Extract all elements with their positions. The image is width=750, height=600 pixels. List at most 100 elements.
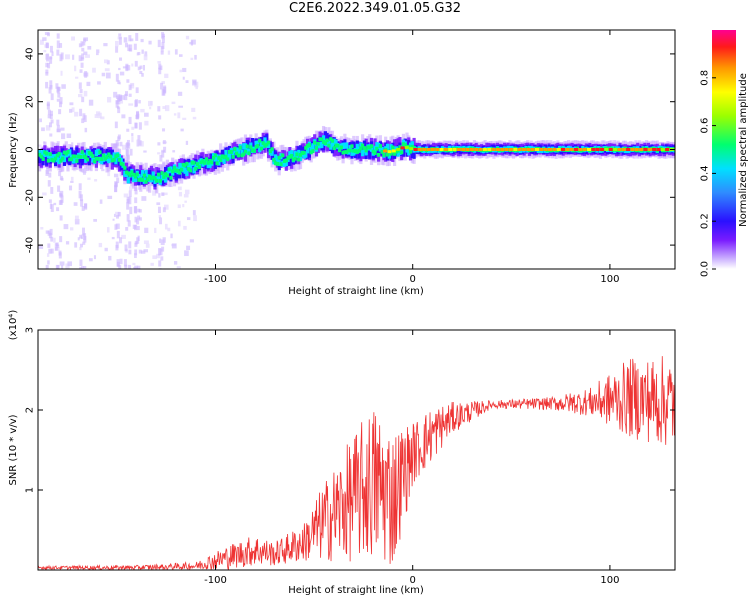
- spectrogram-streak: [82, 41, 86, 46]
- spectrogram-speckle: [143, 249, 149, 253]
- spectrogram-speckle: [42, 37, 47, 41]
- spectrogram-speckle: [70, 176, 74, 181]
- spectrogram-streak: [136, 225, 140, 231]
- spectrogram-speckle: [143, 150, 147, 153]
- spectrogram-streak: [49, 114, 53, 120]
- spectrogram-speckle: [174, 49, 178, 55]
- spectrogram-ridge-cell: [352, 141, 356, 152]
- spectrogram-ridge-cell: [361, 143, 365, 148]
- spectrogram-peak-cell: [400, 146, 405, 150]
- spectrogram-ridge-cell: [188, 168, 193, 173]
- spectrogram-ridge-cell: [258, 140, 262, 151]
- spectrogram-ridge-cell: [265, 134, 269, 144]
- spectrogram-streak: [115, 215, 119, 219]
- spectrogram-ridge-cell: [318, 136, 322, 146]
- spectrogram-streak: [49, 57, 53, 64]
- spectrogram-speckle: [78, 94, 83, 98]
- spectrogram-speckle: [113, 91, 118, 98]
- spectrogram-streak: [119, 258, 123, 265]
- spectrogram-streak: [57, 185, 61, 192]
- spectrogram-ridge-cell: [124, 170, 129, 175]
- snr-x-tick-label: -100: [204, 575, 227, 586]
- spectrogram-ridge-cell: [73, 154, 77, 159]
- spectrogram-streak: [134, 197, 138, 204]
- spectrogram-ridge-cell: [199, 160, 203, 165]
- spectrogram-ridge-cell: [384, 147, 388, 162]
- spectrogram-ridge-cell: [52, 158, 56, 163]
- spectrogram-speckle: [101, 72, 106, 77]
- spectrogram-streak: [138, 122, 142, 130]
- spectrogram-ridge-cell: [412, 149, 416, 159]
- spectrogram-ridge-cell: [66, 150, 70, 154]
- spectrogram-ridge-cell: [385, 143, 390, 150]
- spectrogram-streak: [126, 214, 130, 222]
- spectrogram-speckle: [192, 80, 197, 84]
- spectrogram-ridge-cell: [201, 160, 205, 167]
- spectrogram-ridge-cell: [387, 141, 391, 156]
- spectrogram-ridge-cell: [204, 157, 209, 162]
- spectrogram-ridge-cell: [339, 145, 343, 156]
- spectrogram-ridge-cell: [55, 153, 59, 158]
- spectrogram-streak: [59, 175, 63, 180]
- spectrogram-streak: [115, 73, 119, 82]
- spectrogram-speckle: [179, 69, 183, 73]
- spectrogram-ridge-cell: [105, 148, 109, 159]
- spectrogram-streak: [136, 110, 140, 118]
- spectrogram-speckle: [164, 192, 168, 196]
- spectrogram-ridge-cell: [298, 154, 303, 162]
- spectrogram-ridge-cell: [139, 177, 143, 182]
- spectrogram-speckle: [77, 237, 80, 241]
- spectrogram-ridge-cell: [151, 171, 155, 178]
- spectrogram-speckle: [178, 191, 183, 197]
- spectrogram-streak: [128, 93, 132, 97]
- spectrogram-peak-cell: [383, 149, 388, 153]
- spectrogram-streak: [134, 224, 138, 231]
- spectrogram-peak-cell: [387, 150, 392, 154]
- spectrogram-ridge-cell: [309, 145, 313, 152]
- spectrogram-streak: [48, 232, 52, 239]
- spectrogram-speckle: [158, 193, 161, 198]
- spectrogram-ridge-cell: [73, 157, 77, 164]
- spectrogram-ridge-cell: [369, 143, 374, 165]
- spectrogram-streak: [47, 243, 51, 248]
- spectrogram-ridge-cell: [178, 170, 182, 175]
- spectrogram-ridge-cell: [231, 143, 235, 158]
- spectrogram-streak: [134, 122, 138, 129]
- spectrogram-streak: [78, 190, 82, 199]
- spectrogram-y-axis-label: Frequency (Hz): [8, 112, 19, 188]
- spectrogram-ridge-cell: [142, 173, 146, 178]
- spectrogram-streak: [119, 141, 123, 147]
- spectrogram-streak: [158, 115, 162, 120]
- spectrogram-streak: [79, 234, 83, 239]
- spectrogram-speckle: [145, 243, 150, 248]
- spectrogram-ridge-cell: [389, 151, 393, 156]
- spectrogram-speckle: [97, 112, 102, 119]
- spectrogram-ridge-cell: [153, 163, 157, 185]
- spectrogram-ridge-cell: [164, 176, 168, 183]
- spectrogram-streak: [83, 38, 87, 43]
- spectrogram-speckle: [122, 66, 128, 69]
- spectrogram-ridge-cell: [362, 146, 367, 154]
- spectrogram-streak: [58, 109, 62, 115]
- spectrogram-ridge-cell: [359, 146, 363, 151]
- spectrogram-ridge-cell: [183, 163, 187, 168]
- spectrogram-streak: [138, 249, 142, 254]
- spectrogram-speckle: [94, 114, 98, 118]
- spectrogram-ridge-cell: [187, 164, 191, 179]
- spectrogram-streak: [50, 248, 54, 254]
- spectrogram-streak: [117, 107, 121, 114]
- spectrogram-ridge-cell: [318, 142, 322, 149]
- spectrogram-streak: [124, 264, 128, 269]
- spectrogram-speckle: [182, 204, 185, 208]
- spectrogram-peak-cell: [452, 148, 457, 151]
- spectrogram-streak: [81, 53, 85, 60]
- spectrogram-speckle: [189, 41, 193, 45]
- spectrogram-streak: [134, 242, 138, 247]
- spectrogram-speckle: [141, 49, 144, 54]
- spectrogram-ridge-cell: [345, 142, 349, 149]
- spectrogram-speckle: [182, 67, 187, 73]
- spectrogram-streak: [118, 37, 122, 45]
- spectrogram-speckle: [183, 194, 189, 198]
- spectrogram-ridge-cell: [337, 144, 342, 151]
- spectrogram-speckle: [115, 211, 120, 217]
